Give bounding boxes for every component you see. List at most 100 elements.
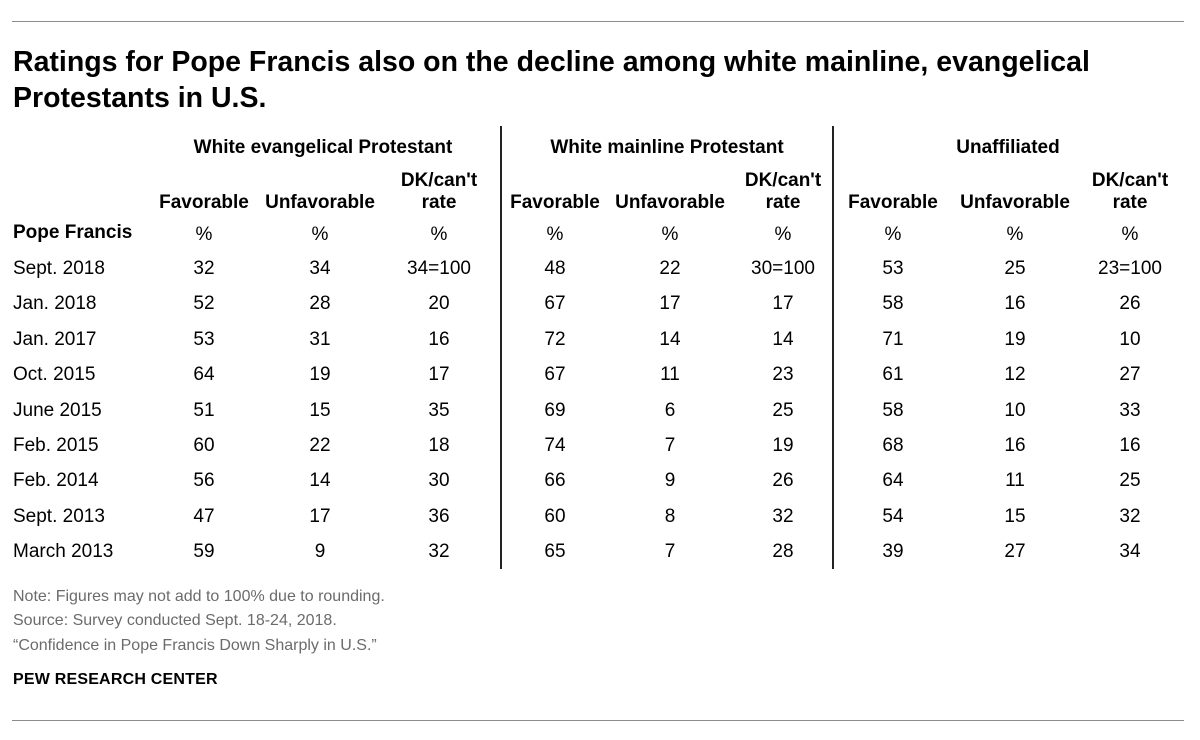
table-cell: 15 — [1004, 505, 1026, 527]
table-cell: 52 — [193, 293, 215, 315]
table-cell: 47 — [193, 505, 215, 527]
table-cell: 10 — [1119, 328, 1141, 350]
table-cell: 16 — [1119, 435, 1141, 456]
column-header-line: Favorable — [510, 192, 600, 213]
group-divider-2 — [832, 126, 834, 569]
table-cell: 39 — [882, 541, 904, 563]
table-cell: 32 — [428, 541, 450, 563]
row-label: June 2015 — [13, 399, 102, 421]
table-cell: 19 — [772, 435, 794, 456]
table-cell: 36 — [428, 505, 450, 527]
table-cell: 26 — [1119, 293, 1141, 315]
table-cell: 64 — [193, 364, 215, 386]
table-cell: 17 — [659, 293, 681, 315]
unit-label: % — [430, 224, 448, 245]
table-cell: 34 — [1119, 541, 1141, 563]
table-cell: 53 — [193, 328, 215, 350]
stub-header: Pope Francis — [13, 222, 133, 243]
footer-report: “Confidence in Pope Francis Down Sharply… — [13, 637, 377, 654]
column-header-line: rate — [1112, 192, 1148, 213]
footer-source: Source: Survey conducted Sept. 18-24, 20… — [13, 612, 337, 629]
column-header-line: Favorable — [848, 192, 938, 213]
table-cell: 60 — [544, 505, 566, 527]
unit-label: % — [774, 224, 792, 245]
chart-title: Ratings for Pope Francis also on the dec… — [13, 46, 1090, 114]
table-cell: 74 — [544, 435, 566, 456]
unit-label: % — [546, 224, 564, 245]
table-cell: 9 — [664, 470, 676, 492]
table-cell: 34=100 — [407, 258, 471, 279]
column-header-line: DK/can't — [1091, 170, 1169, 191]
table-cell: 7 — [664, 541, 676, 563]
table-cell: 30=100 — [751, 258, 815, 279]
table-cell: 67 — [544, 364, 566, 386]
row-label: Sept. 2013 — [13, 505, 105, 527]
table-cell: 35 — [428, 399, 450, 421]
table-cell: 28 — [309, 293, 331, 315]
table-cell: 65 — [544, 541, 566, 563]
unit-label: % — [884, 224, 902, 245]
group-divider-1 — [500, 126, 502, 569]
table-cell: 30 — [428, 470, 450, 492]
table-cell: 68 — [882, 435, 904, 456]
table-cell: 10 — [1004, 399, 1026, 421]
row-label: Feb. 2014 — [13, 470, 99, 492]
table-cell: 17 — [772, 293, 794, 315]
column-header-line: Unfavorable — [615, 192, 725, 213]
table-cell: 14 — [309, 470, 331, 492]
table-cell: 25 — [1119, 470, 1141, 492]
top-rule — [12, 21, 1184, 22]
table-cell: 69 — [544, 399, 566, 421]
table-cell: 14 — [772, 328, 794, 350]
column-header-line: Favorable — [159, 192, 249, 213]
table-cell: 66 — [544, 470, 566, 492]
column-header: Favorable — [828, 192, 958, 214]
table-cell: 28 — [772, 541, 794, 563]
row-label: Sept. 2018 — [13, 258, 105, 279]
table-cell: 19 — [309, 364, 331, 386]
column-header: Unfavorable — [605, 192, 735, 214]
column-header: Favorable — [139, 192, 269, 214]
table-cell: 16 — [1004, 293, 1026, 315]
table-cell: 11 — [660, 364, 680, 386]
table-cell: 32 — [1119, 505, 1141, 527]
table-cell: 16 — [1004, 435, 1026, 456]
table-cell: 58 — [882, 293, 904, 315]
column-header: DK/can't rate — [1065, 170, 1195, 214]
table-cell: 8 — [664, 505, 676, 527]
row-label: Oct. 2015 — [13, 364, 96, 386]
table-cell: 58 — [882, 399, 904, 421]
column-header-line: rate — [765, 192, 801, 213]
unit-label: % — [311, 224, 329, 245]
column-header-line: rate — [421, 192, 457, 213]
table-cell: 31 — [309, 328, 331, 350]
column-header-line: Unfavorable — [960, 192, 1070, 213]
table-cell: 16 — [428, 328, 450, 350]
table-cell: 14 — [659, 328, 681, 350]
column-header: DK/can't rate — [718, 170, 848, 214]
table-cell: 33 — [1119, 399, 1141, 421]
table-cell: 53 — [882, 258, 904, 279]
table-cell: 34 — [309, 258, 331, 279]
row-label: March 2013 — [13, 541, 114, 563]
table-cell: 32 — [193, 258, 215, 279]
table-cell: 27 — [1119, 364, 1141, 386]
column-header: Favorable — [490, 192, 620, 214]
row-label: Jan. 2017 — [13, 328, 97, 350]
table-cell: 72 — [544, 328, 566, 350]
group-header: White mainline Protestant — [550, 137, 784, 158]
table-cell: 61 — [882, 364, 904, 386]
table-cell: 11 — [1005, 470, 1025, 492]
column-header: DK/can't rate — [374, 170, 504, 214]
column-header: Unfavorable — [950, 192, 1080, 214]
table-cell: 51 — [193, 399, 215, 421]
table-cell: 71 — [882, 328, 904, 350]
table-cell: 56 — [193, 470, 215, 492]
table-cell: 25 — [772, 399, 794, 421]
table-cell: 67 — [544, 293, 566, 315]
table-cell: 22 — [659, 258, 681, 279]
table-cell: 32 — [772, 505, 794, 527]
footer-note: Note: Figures may not add to 100% due to… — [13, 588, 385, 605]
brand-name: PEW RESEARCH CENTER — [13, 671, 218, 688]
table-cell: 6 — [664, 399, 676, 421]
